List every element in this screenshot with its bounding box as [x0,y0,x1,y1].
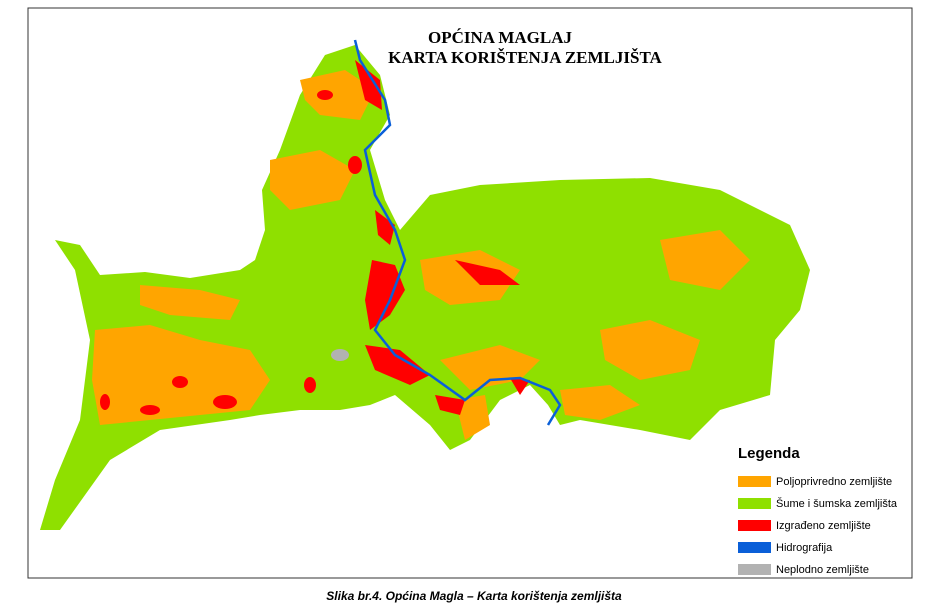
built-up-patch [348,156,362,174]
legend-label: Neplodno zemljište [776,564,869,576]
legend-swatch [738,520,771,531]
built-up-patch [213,395,237,409]
agricultural-patch [140,285,240,320]
built-up-patch [365,345,430,385]
legend-swatch [738,498,771,509]
legend-swatch [738,476,771,487]
map-title: KARTA KORIŠTENJA ZEMLJIŠTA [388,48,662,67]
built-up-patch [365,260,405,330]
agricultural-patch [560,385,640,420]
agricultural-patch [600,320,700,380]
caption: Slika br.4. Općina Magla – Karta korište… [326,589,622,603]
agricultural-patch [270,150,355,210]
legend-label: Hidrografija [776,542,833,554]
built-up-patch [100,394,110,410]
legend-label: Poljoprivredno zemljište [776,476,892,488]
built-up-patch [172,376,188,388]
legend-swatch [738,542,771,553]
legend-label: Šume i šumska zemljišta [776,497,898,510]
built-up-patch [304,377,316,393]
agricultural-patch [455,395,490,440]
map-title: OPĆINA MAGLAJ [428,28,573,47]
legend: Poljoprivredno zemljište Šume i šumska ze… [738,476,898,576]
agricultural-patches [92,70,750,440]
barren-patch [331,349,349,361]
agricultural-patch [660,230,750,290]
built-up-patch [317,90,333,100]
built-up-patch [455,260,520,285]
river [353,39,562,426]
built-up-patch [510,378,530,395]
built-up-patch [355,60,382,110]
map [40,39,810,530]
built-up-patches [100,60,530,415]
agricultural-patch [300,70,375,120]
legend-swatch [738,564,771,575]
built-up-patch [140,405,160,415]
agricultural-patch [420,250,520,305]
legend-title: Legenda [738,445,800,462]
built-up-patch [435,395,465,415]
built-up-patch [375,210,395,245]
legend-label: Izgrađeno zemljište [776,520,871,532]
